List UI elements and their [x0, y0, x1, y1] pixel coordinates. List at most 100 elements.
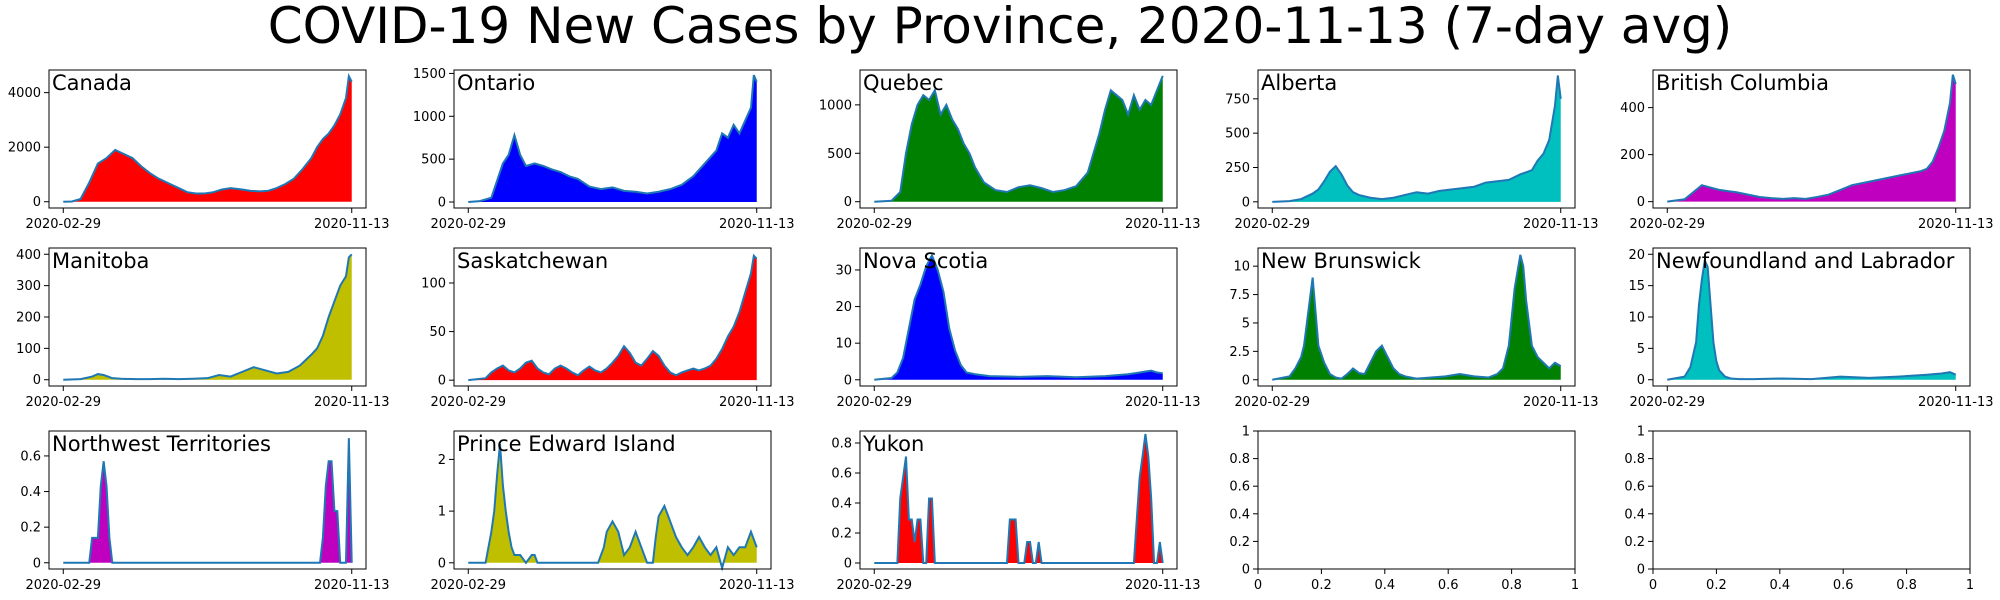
y-tick-label: 100 — [16, 342, 41, 357]
y-tick-label: 400 — [16, 248, 41, 263]
panel-label: Ontario — [457, 71, 535, 95]
x-tick-label: 2020-02-29 — [1234, 395, 1310, 410]
axes-frame — [1257, 430, 1576, 570]
y-tick-label: 250 — [1225, 161, 1250, 176]
x-tick-label: 2020-02-29 — [836, 217, 912, 232]
y-tick-label: 0.4 — [20, 485, 41, 500]
panel-label: Manitoba — [52, 249, 149, 273]
x-tick-label: 0.6 — [1438, 578, 1459, 593]
subplot-4: 2020-02-29 2020-11-13 0 200 400 British Colum… — [1620, 69, 1994, 232]
y-tick-label: 0 — [33, 373, 41, 388]
panel-label: New Brunswick — [1261, 249, 1422, 273]
x-tick-label: 2020-11-13 — [1918, 395, 1994, 410]
axes-frame — [48, 430, 367, 570]
axes-frame — [859, 430, 1178, 570]
subplot-9: 2020-02-29 2020-11-13 0 5 10 15 20 Newfoundland… — [1628, 247, 1994, 410]
subplot-10: 2020-02-29 2020-11-13 0 0.2 0.4 0.6 Northwest … — [20, 430, 390, 593]
x-tick-label: 2020-11-13 — [314, 217, 390, 232]
x-tick-label: 0.4 — [1769, 578, 1790, 593]
y-tick-label: 0.6 — [831, 467, 852, 482]
y-tick-label: 0.8 — [831, 437, 852, 452]
x-tick-label: 0.6 — [1833, 578, 1854, 593]
series-area — [63, 254, 352, 380]
axes-frame — [48, 69, 367, 209]
y-tick-label: 0.2 — [20, 521, 41, 536]
y-tick-label: 5 — [1637, 342, 1645, 357]
y-tick-label: 0.4 — [1624, 507, 1645, 522]
series-area — [1272, 75, 1561, 202]
y-tick-label: 0.6 — [1624, 480, 1645, 495]
panel-label: British Columbia — [1656, 71, 1829, 95]
subplot-11: 2020-02-29 2020-11-13 0 1 2 Prince Edward Isl… — [430, 430, 795, 593]
x-tick-label: 2020-11-13 — [1125, 395, 1201, 410]
y-tick-label: 0.8 — [1624, 452, 1645, 467]
panel-label: Alberta — [1261, 71, 1337, 95]
subplot-0: 2020-02-29 2020-11-13 0 2000 4000 Canada — [8, 69, 390, 232]
panel-label: Quebec — [863, 71, 944, 95]
panel-label: Yukon — [862, 432, 924, 456]
y-tick-label: 2.5 — [1229, 345, 1250, 360]
axes-frame — [48, 247, 367, 387]
series-area — [1272, 254, 1561, 380]
subplot-5: 2020-02-29 2020-11-13 0 100 200 300 400 Manitob… — [16, 247, 390, 410]
x-tick-label: 2020-11-13 — [719, 395, 795, 410]
subplot-7: 2020-02-29 2020-11-13 0 10 20 30 Nova Scotia — [835, 247, 1201, 410]
x-tick-label: 0.8 — [1896, 578, 1917, 593]
y-tick-label: 10 — [1628, 311, 1645, 326]
series-line — [874, 252, 1163, 381]
x-tick-label: 0.2 — [1706, 578, 1727, 593]
panel-label: Prince Edward Island — [457, 432, 676, 456]
y-tick-label: 0 — [1637, 195, 1645, 210]
y-tick-label: 5 — [1242, 316, 1250, 331]
axes-frame — [1652, 430, 1971, 570]
x-tick-label: 2020-02-29 — [430, 578, 506, 593]
x-tick-label: 0.2 — [1311, 578, 1332, 593]
series-area — [468, 75, 757, 202]
series-line — [1667, 74, 1957, 203]
y-tick-label: 0 — [1242, 195, 1250, 210]
series-line — [1667, 257, 1957, 381]
y-tick-label: 0 — [33, 195, 41, 210]
y-tick-label: 0 — [844, 195, 852, 210]
series-area — [1667, 74, 1956, 202]
axes-frame — [859, 247, 1178, 387]
y-tick-label: 1 — [438, 505, 446, 520]
series-line — [63, 253, 353, 381]
x-tick-label: 2020-02-29 — [1234, 217, 1310, 232]
y-tick-label: 7.5 — [1229, 288, 1250, 303]
y-tick-label: 0 — [438, 556, 446, 571]
y-tick-label: 10 — [835, 337, 852, 352]
y-tick-label: 1500 — [413, 67, 446, 82]
y-tick-label: 500 — [421, 153, 446, 168]
x-tick-label: 2020-11-13 — [314, 578, 390, 593]
x-tick-label: 2020-02-29 — [430, 217, 506, 232]
subplot-8: 2020-02-29 2020-11-13 0 2.5 5 7.5 10 New Brunsw… — [1229, 247, 1599, 410]
panel-label: Canada — [52, 71, 132, 95]
series-line — [1272, 75, 1562, 203]
series-area — [1667, 260, 1956, 380]
y-tick-label: 2000 — [8, 141, 41, 156]
y-tick-label: 0.2 — [1229, 535, 1250, 550]
y-tick-label: 20 — [1628, 248, 1645, 263]
x-tick-label: 2020-02-29 — [25, 578, 101, 593]
y-tick-label: 1 — [1637, 425, 1645, 440]
y-tick-label: 750 — [1225, 92, 1250, 107]
x-tick-label: 2020-11-13 — [1918, 217, 1994, 232]
series-line — [63, 73, 353, 203]
series-line — [468, 74, 758, 203]
subplot-3: 2020-02-29 2020-11-13 0 250 500 750 Alberta — [1225, 69, 1599, 232]
axes-frame — [859, 69, 1178, 209]
x-tick-label: 0.4 — [1374, 578, 1395, 593]
series-line — [468, 253, 758, 382]
axes-frame — [1652, 247, 1971, 387]
y-tick-label: 200 — [1620, 148, 1645, 163]
series-line — [468, 443, 758, 572]
subplot-1: 2020-02-29 2020-11-13 0 500 1000 1500 Ontario — [413, 67, 795, 232]
series-area — [468, 443, 757, 568]
series-area — [63, 438, 352, 563]
x-tick-label: 1 — [1571, 578, 1579, 593]
x-tick-label: 0 — [1254, 578, 1262, 593]
y-tick-label: 0.2 — [1624, 535, 1645, 550]
y-tick-label: 0.6 — [20, 449, 41, 464]
y-tick-label: 500 — [827, 147, 852, 162]
